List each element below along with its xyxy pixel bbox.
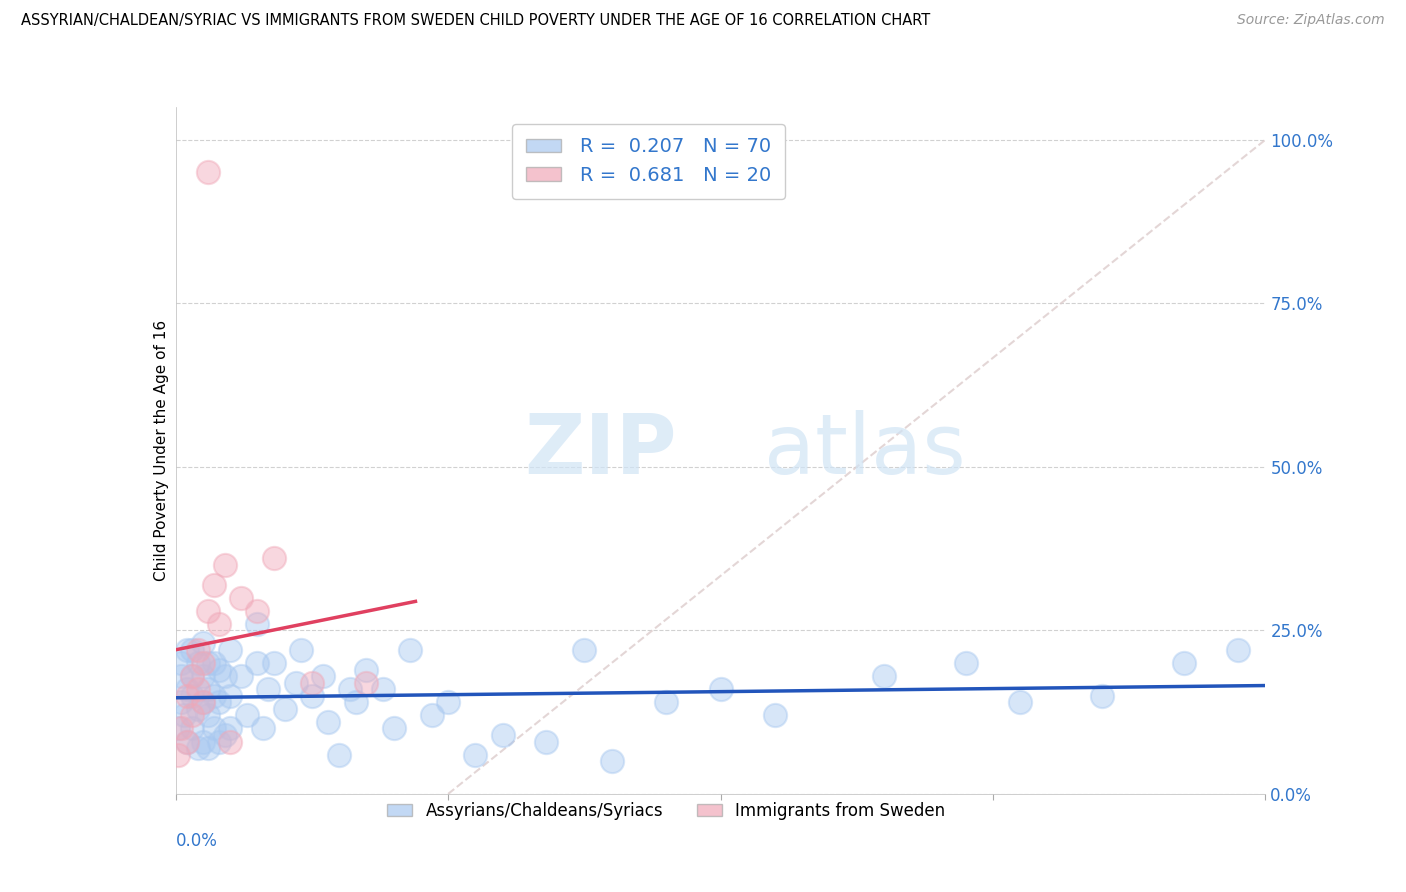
Point xyxy=(202,689,225,703)
Point xyxy=(167,747,190,762)
Point xyxy=(197,708,219,723)
Point xyxy=(191,734,214,748)
Point xyxy=(219,722,242,736)
Point xyxy=(197,656,219,670)
Point xyxy=(208,616,231,631)
Point xyxy=(263,551,285,566)
Point xyxy=(356,675,378,690)
Point xyxy=(252,722,274,736)
Point xyxy=(710,682,733,697)
Point xyxy=(191,656,214,670)
Y-axis label: Child Poverty Under the Age of 16: Child Poverty Under the Age of 16 xyxy=(153,320,169,581)
Point xyxy=(763,708,786,723)
Point xyxy=(290,643,312,657)
Point xyxy=(202,577,225,591)
Point xyxy=(399,643,422,657)
Point xyxy=(274,702,297,716)
Point xyxy=(371,682,394,697)
Point xyxy=(170,722,193,736)
Point xyxy=(167,722,190,736)
Point xyxy=(246,616,269,631)
Point xyxy=(181,669,204,683)
Point xyxy=(356,663,378,677)
Point xyxy=(655,695,678,709)
Text: 0.0%: 0.0% xyxy=(176,831,218,850)
Point xyxy=(955,656,977,670)
Point xyxy=(235,708,257,723)
Point xyxy=(208,695,231,709)
Point xyxy=(312,669,335,683)
Point xyxy=(191,695,214,709)
Point xyxy=(301,689,323,703)
Point xyxy=(202,656,225,670)
Point xyxy=(246,656,269,670)
Point xyxy=(492,728,515,742)
Point xyxy=(263,656,285,670)
Point xyxy=(170,695,193,709)
Point xyxy=(1227,643,1250,657)
Point xyxy=(176,682,198,697)
Point xyxy=(464,747,486,762)
Point xyxy=(219,689,242,703)
Text: ASSYRIAN/CHALDEAN/SYRIAC VS IMMIGRANTS FROM SWEDEN CHILD POVERTY UNDER THE AGE O: ASSYRIAN/CHALDEAN/SYRIAC VS IMMIGRANTS F… xyxy=(21,13,931,29)
Point xyxy=(181,708,204,723)
Point xyxy=(1010,695,1032,709)
Point xyxy=(176,689,198,703)
Point xyxy=(219,734,242,748)
Point xyxy=(339,682,361,697)
Legend: Assyrians/Chaldeans/Syriacs, Immigrants from Sweden: Assyrians/Chaldeans/Syriacs, Immigrants … xyxy=(381,796,952,827)
Point xyxy=(318,714,340,729)
Point xyxy=(197,741,219,756)
Point xyxy=(191,669,214,683)
Point xyxy=(231,591,253,605)
Point xyxy=(344,695,367,709)
Point xyxy=(437,695,460,709)
Point xyxy=(214,558,236,572)
Point xyxy=(176,643,198,657)
Point xyxy=(186,682,209,697)
Point xyxy=(420,708,443,723)
Point xyxy=(301,675,323,690)
Point xyxy=(257,682,280,697)
Point xyxy=(382,722,405,736)
Point xyxy=(173,708,195,723)
Point xyxy=(181,669,204,683)
Point xyxy=(534,734,557,748)
Point xyxy=(176,734,198,748)
Point xyxy=(328,747,350,762)
Point xyxy=(873,669,896,683)
Point xyxy=(197,604,219,618)
Point xyxy=(574,643,596,657)
Point xyxy=(191,695,214,709)
Point xyxy=(181,722,204,736)
Point xyxy=(197,682,219,697)
Point xyxy=(186,702,209,716)
Point xyxy=(231,669,253,683)
Point xyxy=(284,675,307,690)
Point xyxy=(208,663,231,677)
Point xyxy=(214,669,236,683)
Point xyxy=(208,734,231,748)
Text: ZIP: ZIP xyxy=(524,410,678,491)
Point xyxy=(191,636,214,650)
Point xyxy=(181,643,204,657)
Point xyxy=(1091,689,1114,703)
Point xyxy=(176,734,198,748)
Point xyxy=(246,604,269,618)
Text: atlas: atlas xyxy=(765,410,966,491)
Point xyxy=(600,754,623,768)
Point xyxy=(202,722,225,736)
Point xyxy=(170,656,193,670)
Text: Source: ZipAtlas.com: Source: ZipAtlas.com xyxy=(1237,13,1385,28)
Point xyxy=(170,669,193,683)
Point xyxy=(219,643,242,657)
Point xyxy=(186,643,209,657)
Point xyxy=(181,689,204,703)
Point xyxy=(1173,656,1195,670)
Point xyxy=(214,728,236,742)
Point xyxy=(186,741,209,756)
Point xyxy=(197,165,219,179)
Point xyxy=(186,656,209,670)
